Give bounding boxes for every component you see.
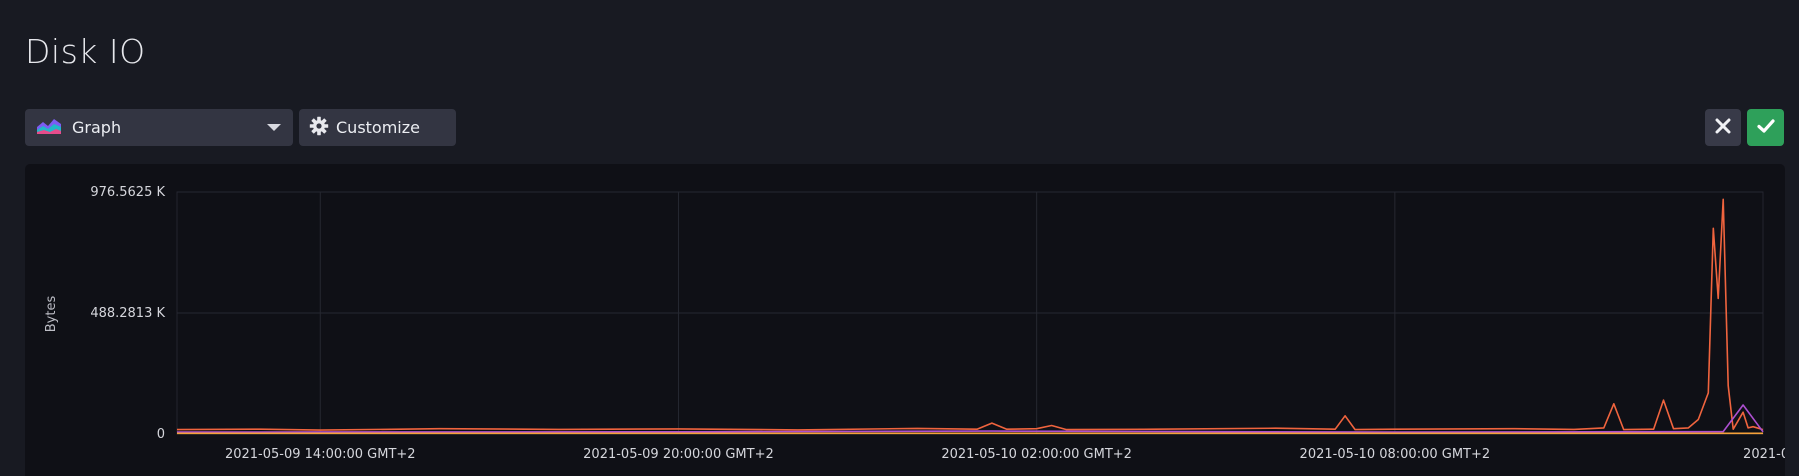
graph-type-icon bbox=[36, 116, 62, 140]
close-icon bbox=[1715, 118, 1731, 138]
customize-button[interactable]: Customize bbox=[299, 109, 456, 146]
y-axis-label: Bytes bbox=[44, 296, 59, 333]
x-tick-label: 2021-05-10 02:00:00 GMT+2 bbox=[941, 447, 1132, 462]
gear-icon bbox=[309, 116, 329, 140]
checkmark-icon bbox=[1756, 118, 1775, 138]
graph-panel: 976.5625 K 488.2813 K 0 2021-05-09 14:00:00… bbox=[25, 164, 1785, 476]
series-line-2 bbox=[176, 404, 1764, 433]
chevron-down-icon bbox=[267, 124, 281, 131]
x-tick-label: 2021-05-10 14: bbox=[1743, 447, 1785, 462]
visualization-type-label: Graph bbox=[72, 118, 122, 137]
y-tick-label: 0 bbox=[157, 427, 165, 442]
series-line-1 bbox=[176, 198, 1764, 431]
x-tick-label: 2021-05-10 08:00:00 GMT+2 bbox=[1300, 447, 1491, 462]
cancel-button[interactable] bbox=[1705, 109, 1741, 146]
disk-io-chart[interactable]: 976.5625 K 488.2813 K 0 2021-05-09 14:00:00… bbox=[25, 164, 1785, 476]
visualization-type-dropdown[interactable]: Graph bbox=[25, 109, 293, 146]
page-title: Disk IO bbox=[25, 32, 146, 71]
y-tick-label: 976.5625 K bbox=[90, 185, 165, 200]
x-tick-label: 2021-05-09 14:00:00 GMT+2 bbox=[225, 447, 416, 462]
x-tick-label: 2021-05-09 20:00:00 GMT+2 bbox=[583, 447, 774, 462]
confirm-button[interactable] bbox=[1747, 109, 1784, 146]
y-tick-label: 488.2813 K bbox=[90, 306, 165, 321]
editor-toolbar: Graph Customize bbox=[25, 109, 1785, 146]
customize-label: Customize bbox=[336, 118, 420, 137]
